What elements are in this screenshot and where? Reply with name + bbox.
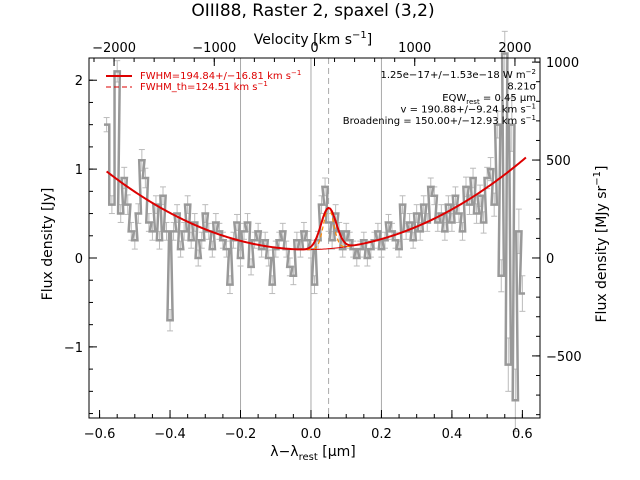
x-tick-label: 0.2: [371, 427, 392, 442]
x-tick-label: −0.4: [154, 427, 186, 442]
y-tick-label: −1: [64, 341, 83, 356]
annotation-text: Broadening = 150.00+/−12.93 km s−1: [343, 114, 536, 127]
right-tick-label: 0: [546, 252, 554, 267]
reference-lines: [240, 58, 382, 418]
x-axis-title: λ−λrest [μm]: [270, 444, 355, 463]
legend-label: FWHM_th=124.51 km s−1: [140, 80, 268, 93]
data-series: [103, 52, 526, 402]
right-tick-label: −500: [546, 350, 582, 365]
x-tick-label: −0.2: [225, 427, 257, 442]
y-tick-label: 2: [75, 74, 83, 89]
annotation-text: 1.25e−17+/−1.53e−18 W m−2: [381, 68, 536, 81]
right-tick-label: 1000: [546, 56, 579, 71]
flux-spectrum: [103, 52, 526, 402]
top-axis-title: Velocity [km s−1]: [254, 30, 373, 48]
total-fit: [106, 156, 527, 251]
y-tick-label: 1: [75, 163, 83, 178]
axes: −0.6 −0.4 −0.2 0.0 0.2 0.4 0.6 −2000 −1000 0 1000 2…: [64, 41, 582, 442]
x-tick-label: −0.6: [84, 427, 116, 442]
y-axis-title: Flux density [Jy]: [40, 188, 56, 301]
top-tick-label: −1000: [192, 41, 236, 56]
legend: FWHM=194.84+/−16.81 km s−1FWHM_th=124.51…: [106, 69, 301, 93]
fit-lines: [106, 156, 527, 251]
x-tick-label: 0.0: [301, 427, 322, 442]
y-tick-label: 0: [75, 252, 83, 267]
top-tick-label: −2000: [92, 41, 136, 56]
right-axis-title: Flux density [MJy sr−1]: [592, 165, 610, 322]
annotation-text: 8.21σ: [507, 82, 536, 93]
top-tick-label: 0: [310, 41, 318, 56]
legend-label: FWHM=194.84+/−16.81 km s−1: [140, 69, 301, 82]
x-tick-label: 0.6: [512, 427, 533, 442]
annotation-text: EQWrest = 0.45 μm: [442, 93, 536, 106]
annotation-text: v = 190.88+/−9.24 km s−1: [401, 103, 536, 116]
chart-title: OIII88, Raster 2, spaxel (3,2): [191, 1, 434, 21]
right-tick-label: 500: [546, 154, 571, 169]
x-tick-label: 0.4: [442, 427, 463, 442]
top-tick-label: 2000: [498, 41, 531, 56]
top-tick-label: 1000: [398, 41, 431, 56]
